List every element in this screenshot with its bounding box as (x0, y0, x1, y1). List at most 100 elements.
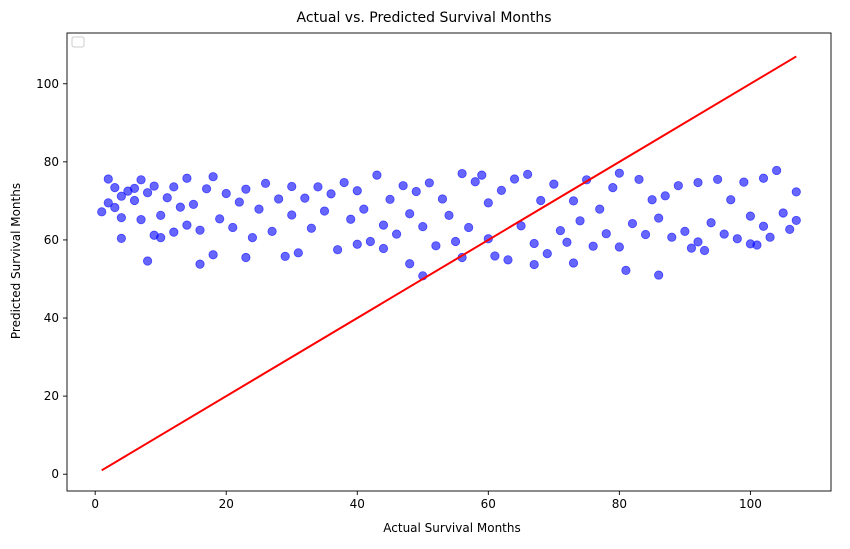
data-point (778, 208, 788, 218)
data-point (568, 196, 579, 206)
data-point (372, 170, 382, 180)
data-point (169, 182, 179, 192)
data-point (627, 218, 638, 229)
diagonal-line-layer (101, 55, 797, 472)
data-point (116, 213, 126, 223)
data-point (208, 172, 218, 182)
data-point (149, 181, 159, 191)
data-point (365, 236, 375, 247)
data-point (136, 175, 146, 185)
data-point (326, 189, 336, 199)
chart-title: Actual vs. Predicted Survival Months (296, 10, 551, 26)
data-point (647, 195, 657, 205)
data-point (686, 243, 697, 253)
data-point (129, 195, 140, 206)
data-point (103, 174, 113, 184)
data-point (352, 186, 362, 196)
data-point (713, 174, 723, 185)
data-point (411, 186, 421, 197)
data-point (719, 229, 729, 239)
data-point (595, 204, 605, 214)
legend-box (71, 36, 85, 48)
data-point (529, 238, 539, 249)
data-point (739, 177, 749, 187)
data-point (529, 259, 539, 270)
y-tick-label: 80 (44, 155, 59, 169)
data-point (182, 220, 192, 230)
data-point (496, 185, 507, 195)
data-point (523, 169, 533, 179)
data-point (477, 170, 487, 180)
data-point (359, 204, 369, 214)
data-point (437, 194, 448, 204)
data-point (241, 252, 251, 263)
data-point (640, 229, 651, 240)
data-point (129, 183, 140, 193)
x-tick-label: 80 (612, 497, 627, 511)
data-point (732, 234, 742, 244)
data-point (247, 233, 258, 243)
data-point (654, 270, 664, 280)
data-point (333, 245, 343, 255)
data-point (457, 168, 467, 179)
data-point (509, 174, 520, 184)
data-point (215, 214, 225, 224)
data-point (791, 187, 801, 197)
data-point (549, 179, 559, 189)
data-point (142, 256, 153, 266)
data-point (287, 181, 297, 192)
data-point (601, 229, 611, 239)
data-point (490, 251, 500, 261)
data-point (97, 207, 107, 217)
data-point (182, 173, 192, 183)
data-point (614, 242, 624, 252)
y-tick-label: 0 (51, 467, 59, 481)
y-tick-label: 20 (44, 389, 59, 403)
data-point (346, 214, 356, 224)
data-point (680, 226, 690, 236)
data-point (228, 222, 238, 233)
data-point (516, 221, 526, 231)
data-point (405, 209, 415, 219)
data-point (575, 216, 585, 226)
data-point (758, 173, 769, 183)
data-point (431, 241, 441, 251)
data-point (110, 202, 120, 213)
data-point (450, 236, 461, 247)
data-point (201, 184, 212, 194)
x-tick-label: 60 (481, 497, 496, 511)
data-point (536, 195, 546, 206)
data-point (142, 188, 153, 198)
data-point (221, 188, 231, 199)
data-point (706, 218, 716, 228)
data-point (752, 240, 762, 250)
x-tick-label: 0 (91, 497, 99, 511)
data-point (319, 206, 330, 216)
data-point (621, 265, 631, 275)
data-point (654, 213, 664, 223)
data-point (398, 181, 408, 191)
scatter-points (97, 165, 801, 281)
data-point (103, 198, 113, 208)
data-point (673, 181, 683, 191)
data-point (424, 178, 434, 188)
data-point (234, 197, 244, 207)
data-point (405, 259, 415, 269)
data-point (300, 193, 310, 203)
data-point (116, 233, 126, 243)
data-point (260, 178, 271, 188)
data-point (568, 258, 579, 268)
data-point (418, 222, 428, 232)
x-tick-label: 100 (739, 497, 762, 511)
data-point (195, 259, 205, 269)
data-point (772, 165, 782, 176)
data-point (555, 225, 565, 236)
data-point (693, 237, 703, 247)
data-point (188, 199, 199, 210)
data-point (287, 210, 297, 220)
data-point (313, 182, 323, 192)
data-point (483, 198, 493, 208)
y-tick-label: 40 (44, 311, 59, 325)
